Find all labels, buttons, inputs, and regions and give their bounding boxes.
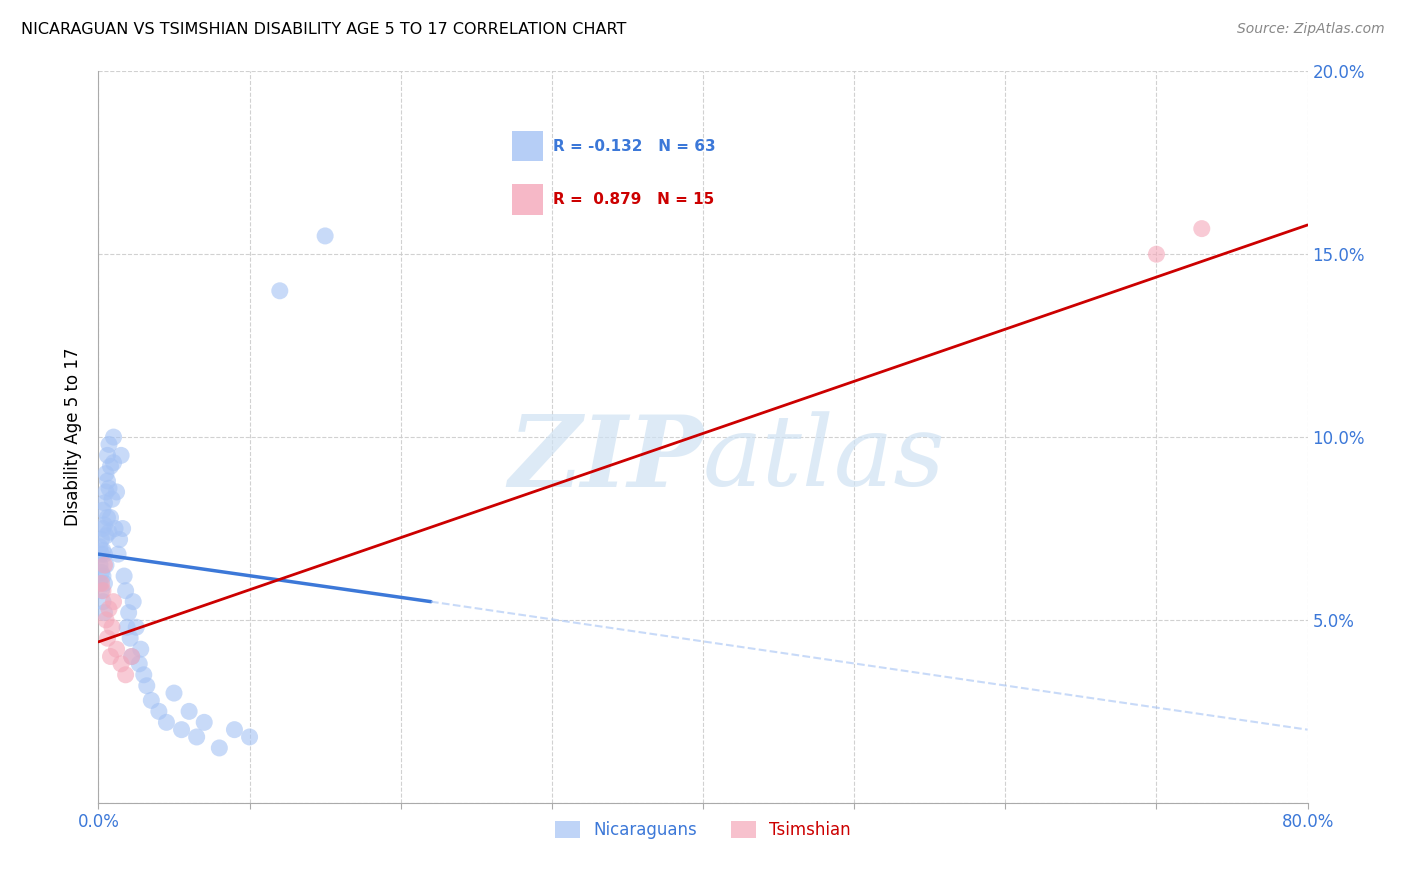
- Point: [110, 448, 132, 462]
- Y-axis label: Disability Age 5 to 17: Disability Age 5 to 17: [65, 348, 83, 526]
- Point: [93, 517, 115, 532]
- Point: [105, 642, 128, 657]
- Point: [148, 705, 170, 719]
- Point: [100, 459, 122, 474]
- Point: [93, 606, 115, 620]
- Point: [104, 521, 127, 535]
- Point: [94, 558, 117, 573]
- Text: R = -0.132   N = 63: R = -0.132 N = 63: [553, 138, 716, 153]
- Point: [89, 540, 111, 554]
- Point: [101, 492, 124, 507]
- Point: [121, 649, 143, 664]
- Bar: [512, 184, 543, 215]
- Point: [89, 558, 111, 573]
- Point: [108, 533, 131, 547]
- Point: [269, 284, 291, 298]
- Point: [103, 430, 125, 444]
- Point: [111, 521, 134, 535]
- Point: [103, 456, 125, 470]
- Point: [90, 576, 112, 591]
- Point: [96, 510, 118, 524]
- Point: [193, 715, 215, 730]
- Point: [90, 533, 112, 547]
- Point: [112, 569, 135, 583]
- Point: [239, 730, 262, 744]
- Point: [101, 620, 124, 634]
- Point: [141, 693, 163, 707]
- Point: [91, 583, 114, 598]
- Point: [93, 576, 115, 591]
- Point: [100, 649, 122, 664]
- Point: [93, 496, 115, 510]
- Point: [103, 594, 125, 608]
- Text: NICARAGUAN VS TSIMSHIAN DISABILITY AGE 5 TO 17 CORRELATION CHART: NICARAGUAN VS TSIMSHIAN DISABILITY AGE 5…: [21, 22, 627, 37]
- Point: [94, 467, 117, 481]
- Point: [89, 576, 111, 591]
- Bar: [512, 130, 543, 161]
- Point: [1144, 247, 1167, 261]
- Point: [91, 543, 114, 558]
- Point: [90, 566, 112, 580]
- Point: [129, 642, 152, 657]
- Point: [155, 715, 177, 730]
- Point: [208, 740, 231, 755]
- Point: [105, 485, 128, 500]
- Point: [96, 448, 118, 462]
- Point: [224, 723, 246, 737]
- Point: [98, 437, 121, 451]
- Point: [107, 547, 129, 561]
- Point: [91, 594, 114, 608]
- Point: [100, 510, 122, 524]
- Point: [115, 620, 138, 634]
- Point: [96, 632, 118, 646]
- Point: [91, 569, 114, 583]
- Point: [96, 474, 118, 488]
- Point: [93, 547, 115, 561]
- Point: [125, 620, 148, 634]
- Point: [186, 730, 208, 744]
- Point: [91, 503, 114, 517]
- Point: [314, 229, 336, 244]
- Point: [118, 606, 141, 620]
- Text: Source: ZipAtlas.com: Source: ZipAtlas.com: [1237, 22, 1385, 37]
- Point: [98, 525, 121, 540]
- Point: [90, 547, 112, 561]
- Legend: Nicaraguans, Tsimshian: Nicaraguans, Tsimshian: [548, 814, 858, 846]
- Point: [120, 632, 142, 646]
- Point: [114, 583, 136, 598]
- Point: [121, 649, 143, 664]
- Point: [90, 583, 112, 598]
- Point: [114, 667, 136, 681]
- Point: [98, 602, 121, 616]
- Point: [132, 667, 155, 681]
- Point: [128, 657, 150, 671]
- Text: ZIP: ZIP: [508, 411, 703, 508]
- Point: [179, 705, 201, 719]
- Point: [94, 529, 117, 543]
- Point: [93, 558, 115, 573]
- Point: [163, 686, 186, 700]
- Point: [1191, 221, 1213, 235]
- Text: atlas: atlas: [703, 411, 946, 507]
- Text: R =  0.879   N = 15: R = 0.879 N = 15: [553, 192, 714, 207]
- Point: [110, 657, 132, 671]
- Point: [94, 613, 117, 627]
- Point: [122, 594, 145, 608]
- Point: [94, 485, 117, 500]
- Point: [98, 481, 121, 495]
- Point: [135, 679, 157, 693]
- Point: [170, 723, 193, 737]
- Point: [91, 521, 114, 535]
